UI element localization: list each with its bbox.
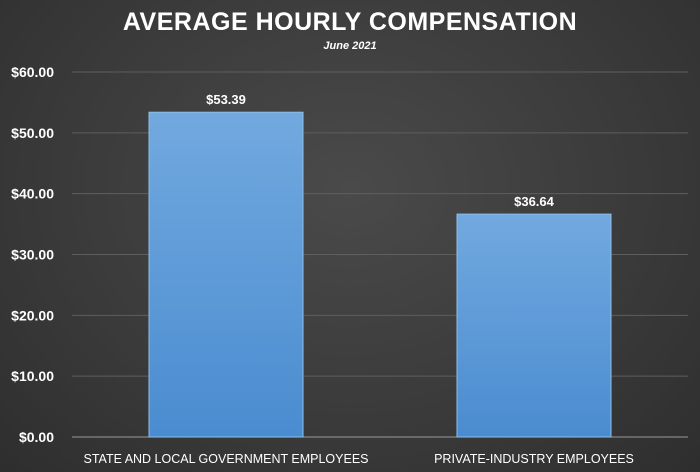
labels: $0.00 $10.00 $20.00 $30.00 $40.00 $50.00 $60.0… <box>11 64 634 466</box>
y-tick-label: $0.00 <box>19 429 54 445</box>
chart-subtitle: June 2021 <box>323 40 377 52</box>
y-tick-label: $10.00 <box>11 368 54 384</box>
y-tick-label: $60.00 <box>11 64 54 80</box>
category-label: STATE AND LOCAL GOVERNMENT EMPLOYEES <box>83 452 368 466</box>
data-label: $36.64 <box>514 194 555 209</box>
data-label: $53.39 <box>206 92 246 107</box>
y-tick-label: $20.00 <box>11 307 54 323</box>
category-label: PRIVATE-INDUSTRY EMPLOYEES <box>434 452 634 466</box>
bar <box>456 213 612 438</box>
y-tick-label: $50.00 <box>11 125 54 141</box>
bar <box>148 111 304 438</box>
bars <box>148 111 612 438</box>
chart-title: AVERAGE HOURLY COMPENSATION <box>122 8 578 36</box>
y-tick-label: $30.00 <box>11 247 54 263</box>
y-tick-label: $40.00 <box>11 186 54 202</box>
